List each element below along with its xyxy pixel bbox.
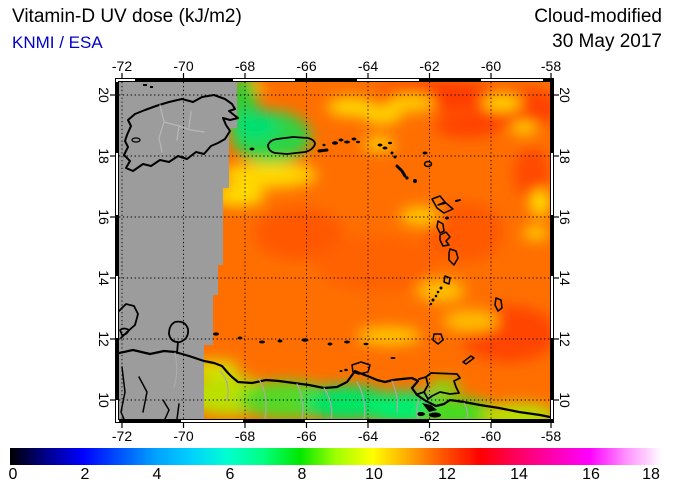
lon-label-top: -64: [357, 58, 379, 74]
colorbar-label: 2: [80, 466, 90, 483]
colorbar-label: 12: [438, 466, 456, 483]
colorbar-gradient: [10, 448, 662, 465]
lat-label-right: 16: [557, 209, 573, 225]
lat-label-right: 18: [557, 148, 573, 164]
lat-label-left: 20: [96, 87, 112, 103]
colorbar-label: 18: [642, 466, 660, 483]
lon-label-bottom: -64: [357, 428, 379, 444]
lon-label-bottom: -68: [234, 428, 256, 444]
lon-label-top: -70: [173, 58, 194, 74]
lon-label-top: -72: [111, 58, 133, 74]
colorbar-label: 6: [225, 466, 235, 483]
lat-label-right: 12: [557, 331, 573, 347]
lat-label-left: 16: [96, 209, 112, 225]
colorbar-label: 0: [8, 466, 18, 483]
lat-label-right: 10: [557, 392, 573, 408]
lon-label-top: -62: [419, 58, 440, 74]
lon-label-top: -60: [480, 58, 502, 74]
lat-label-left: 18: [96, 148, 112, 164]
lat-label-left: 10: [96, 392, 112, 408]
source-credit: KNMI / ESA: [12, 33, 103, 52]
lon-label-bottom: -66: [296, 428, 317, 444]
colorbar-label: 4: [152, 466, 162, 483]
lon-label-top: -68: [234, 58, 256, 74]
colorbar-label: 8: [297, 466, 307, 483]
lat-label-right: 14: [557, 270, 573, 286]
lat-label-right: 20: [557, 87, 573, 103]
lon-label-top: -66: [296, 58, 317, 74]
lat-label-left: 12: [96, 331, 112, 347]
colorbar-label: 16: [582, 466, 600, 483]
map-canvas: [119, 82, 550, 419]
colorbar-label: 14: [510, 466, 528, 483]
lon-label-bottom: -60: [480, 428, 502, 444]
lon-label-top: -58: [540, 58, 562, 74]
lat-label-left: 14: [96, 270, 112, 286]
lon-label-bottom: -72: [111, 428, 133, 444]
lon-label-bottom: -62: [419, 428, 440, 444]
page-title: Vitamin-D UV dose (kJ/m2): [12, 6, 242, 27]
colorbar-label: 10: [365, 466, 383, 483]
date-label: 30 May 2017: [552, 31, 662, 52]
lon-label-bottom: -70: [173, 428, 194, 444]
lon-label-bottom: -58: [540, 428, 562, 444]
mode-label: Cloud-modified: [534, 6, 662, 27]
